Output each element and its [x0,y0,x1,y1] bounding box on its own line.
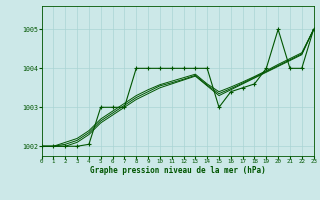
X-axis label: Graphe pression niveau de la mer (hPa): Graphe pression niveau de la mer (hPa) [90,166,266,175]
